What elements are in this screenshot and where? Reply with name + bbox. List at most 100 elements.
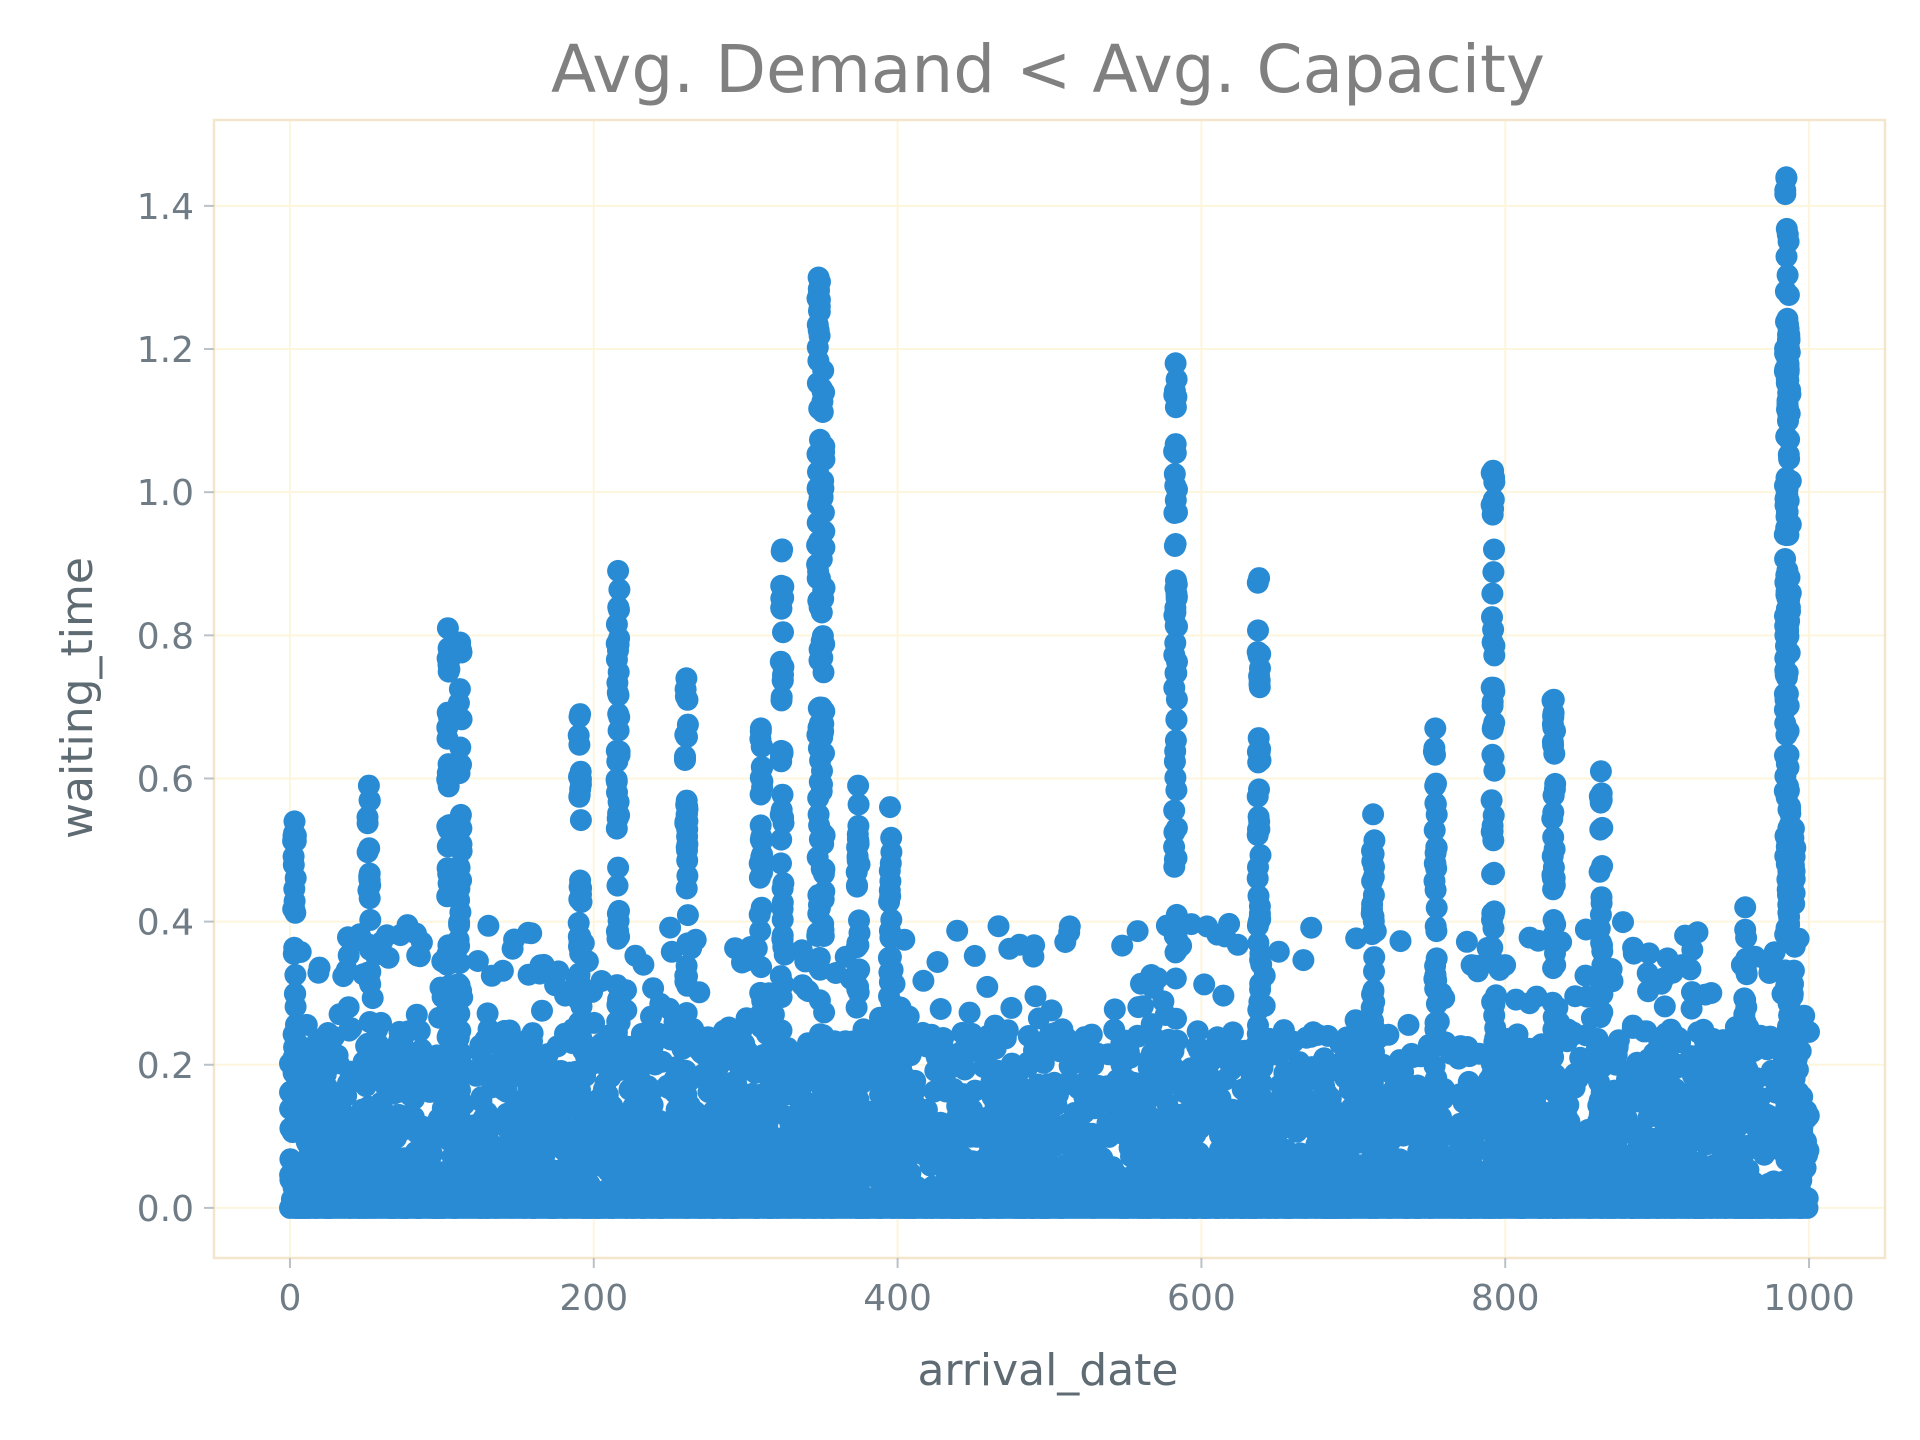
data-point — [1363, 1041, 1385, 1064]
data-point — [1506, 1114, 1529, 1137]
data-point — [708, 1150, 731, 1173]
data-point — [1455, 1117, 1478, 1139]
data-point — [1653, 995, 1676, 1018]
data-point — [545, 1196, 568, 1219]
data-point — [477, 914, 500, 937]
data-point — [309, 1182, 332, 1205]
data-point — [934, 1123, 957, 1145]
data-point — [447, 1026, 470, 1049]
data-point — [922, 1150, 945, 1173]
data-point — [507, 1152, 530, 1175]
data-point — [1236, 1104, 1259, 1127]
data-point — [1651, 1193, 1674, 1216]
data-point — [1387, 1086, 1410, 1109]
data-point — [1541, 1125, 1564, 1148]
data-point — [574, 1149, 597, 1172]
data-point — [664, 1195, 687, 1218]
data-point — [1254, 1174, 1277, 1197]
data-point — [1142, 1181, 1165, 1204]
data-point — [578, 1173, 601, 1196]
data-point — [495, 1080, 518, 1103]
data-point — [632, 1181, 655, 1204]
data-point — [1572, 1176, 1595, 1199]
data-point — [1500, 1052, 1523, 1074]
data-point — [546, 1122, 569, 1145]
data-point — [1489, 1140, 1511, 1163]
data-point — [998, 937, 1021, 960]
data-point — [1272, 1031, 1295, 1053]
data-point — [1621, 1014, 1644, 1037]
data-point — [1686, 1053, 1709, 1076]
data-point — [385, 1060, 408, 1083]
data-point — [594, 1072, 617, 1094]
data-point — [1218, 912, 1241, 935]
data-point — [1659, 1149, 1681, 1172]
data-point — [995, 1102, 1018, 1125]
data-point — [1067, 1077, 1090, 1100]
data-point — [1270, 1084, 1293, 1107]
data-point — [1327, 1109, 1350, 1132]
data-point — [1592, 1190, 1615, 1213]
data-point — [419, 1058, 442, 1081]
data-point — [536, 1056, 559, 1079]
data-point — [1292, 1085, 1315, 1108]
data-point — [1253, 1102, 1276, 1125]
data-point — [922, 1196, 944, 1219]
data-point — [699, 1173, 722, 1196]
data-point — [403, 1087, 426, 1110]
data-point — [1753, 1143, 1776, 1166]
data-point — [1638, 942, 1661, 965]
data-point — [1298, 1114, 1321, 1137]
data-point — [1455, 930, 1478, 953]
data-point — [1040, 999, 1063, 1022]
data-point — [450, 753, 472, 776]
data-point — [1123, 1071, 1146, 1094]
data-point — [1747, 1125, 1770, 1148]
data-point — [1344, 1009, 1367, 1032]
data-point — [1187, 1038, 1210, 1061]
data-point — [1522, 1112, 1545, 1135]
data-point — [1137, 1057, 1160, 1079]
data-point — [903, 1196, 926, 1219]
data-point — [1160, 1166, 1183, 1189]
data-point — [491, 959, 514, 982]
data-point — [466, 950, 489, 972]
data-point — [963, 944, 986, 967]
data-point — [1649, 1051, 1672, 1073]
data-point — [1080, 1122, 1103, 1145]
data-point — [1613, 1191, 1636, 1214]
data-point — [1680, 997, 1703, 1020]
data-point — [658, 997, 681, 1020]
data-point — [1212, 984, 1235, 1007]
data-point — [448, 1002, 471, 1025]
data-point — [1258, 1196, 1281, 1219]
data-point — [404, 1141, 427, 1163]
data-point — [1635, 1133, 1658, 1156]
data-point — [1497, 1086, 1520, 1109]
data-point — [357, 961, 380, 984]
data-point — [1527, 1065, 1550, 1088]
data-point — [1131, 995, 1154, 1018]
data-point — [450, 708, 473, 731]
data-point — [307, 1162, 330, 1185]
data-point — [551, 1158, 574, 1181]
data-point — [1694, 983, 1717, 1006]
data-point — [1221, 1021, 1244, 1044]
data-point — [564, 1188, 587, 1211]
data-point — [282, 1158, 305, 1181]
data-point — [850, 1196, 873, 1219]
data-point — [408, 945, 431, 968]
data-point — [1634, 1168, 1657, 1191]
data-point — [1182, 1196, 1205, 1219]
data-point — [1298, 1167, 1320, 1190]
data-point — [1275, 1177, 1298, 1200]
data-point — [282, 942, 305, 965]
data-point — [1196, 915, 1219, 938]
data-point — [520, 922, 543, 945]
data-point — [1707, 1049, 1730, 1072]
data-point — [1051, 1018, 1074, 1041]
data-point — [325, 1083, 348, 1106]
data-point — [337, 1145, 360, 1168]
data-point — [1487, 1158, 1510, 1181]
